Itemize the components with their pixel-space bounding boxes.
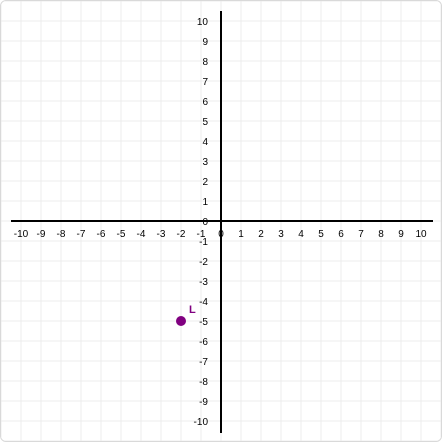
x-tick-label: 8	[378, 229, 384, 240]
x-tick-label: -9	[37, 229, 46, 240]
y-tick-label: -5	[199, 317, 208, 328]
data-points: L	[176, 304, 196, 326]
x-tick-label: 3	[278, 229, 284, 240]
x-tick-label: -7	[77, 229, 86, 240]
y-tick-label: -4	[199, 297, 208, 308]
y-tick-label: 8	[202, 57, 208, 68]
x-tick-label: 0	[218, 229, 224, 240]
x-tick-label: 2	[258, 229, 264, 240]
y-tick-label: 3	[202, 157, 208, 168]
y-tick-label: -6	[199, 337, 208, 348]
y-tick-label: 1	[202, 197, 208, 208]
y-tick-label: 7	[202, 77, 208, 88]
y-tick-label: 2	[202, 177, 208, 188]
x-tick-label: -5	[117, 229, 126, 240]
y-tick-label: 5	[202, 117, 208, 128]
y-tick-label: -8	[199, 377, 208, 388]
x-tick-label: 9	[398, 229, 404, 240]
x-tick-label: 1	[238, 229, 244, 240]
x-tick-label: 10	[415, 229, 427, 240]
x-tick-label: 4	[298, 229, 304, 240]
axes	[11, 11, 433, 433]
x-tick-label: -10	[14, 229, 29, 240]
y-tick-label: 10	[197, 17, 209, 28]
y-tick-label: 4	[202, 137, 208, 148]
data-point-label: L	[189, 304, 196, 316]
y-tick-label: -7	[199, 357, 208, 368]
y-tick-label: -9	[199, 397, 208, 408]
y-tick-label: -10	[194, 417, 209, 428]
x-tick-label: -3	[157, 229, 166, 240]
y-tick-label: -2	[199, 257, 208, 268]
x-tick-label: -6	[97, 229, 106, 240]
x-tick-labels: -10 -9 -8 -7 -6 -5 -4 -3 -2 -1 0 1 2 3 4 5 6 7 8 9 10	[14, 229, 427, 240]
x-tick-label: -8	[57, 229, 66, 240]
x-tick-label: -2	[177, 229, 186, 240]
x-tick-label: -4	[137, 229, 146, 240]
y-tick-label: 9	[202, 37, 208, 48]
x-tick-label: 6	[338, 229, 344, 240]
x-tick-label: 5	[318, 229, 324, 240]
data-point[interactable]	[176, 316, 186, 326]
y-tick-label: 6	[202, 97, 208, 108]
x-tick-label: -1	[197, 229, 206, 240]
y-tick-label: 0	[202, 217, 208, 228]
x-tick-label: 7	[358, 229, 364, 240]
y-tick-label: -3	[199, 277, 208, 288]
y-tick-label: -1	[199, 237, 208, 248]
